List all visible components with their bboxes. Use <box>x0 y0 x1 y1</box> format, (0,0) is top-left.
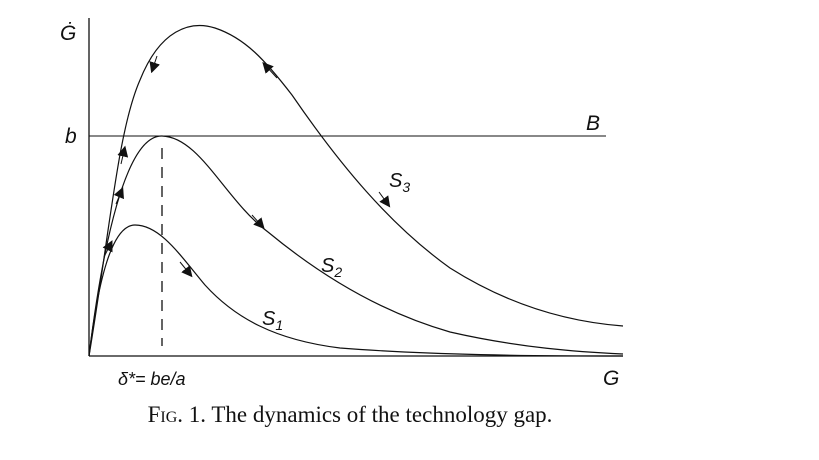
line-b-label: B <box>586 112 600 135</box>
arrow-s2-left <box>113 186 124 205</box>
curve-s3-label: S3 <box>389 170 410 195</box>
arrow-s3-left-upper <box>149 55 160 74</box>
x-axis-label: G <box>603 367 619 390</box>
arrow-s3-right <box>262 61 278 79</box>
b-level-label: b <box>65 125 77 148</box>
figure-caption: Fig. 1. The dynamics of the technology g… <box>0 402 700 428</box>
arrow-s3-left-lower <box>117 145 129 165</box>
caption-text: 1. The dynamics of the technology gap. <box>188 402 553 427</box>
technology-gap-figure: Ġ G b B δ*= be/a S1 S2 S3 <box>60 18 624 390</box>
curve-s3 <box>88 24 624 357</box>
arrow-s1-right <box>179 261 193 278</box>
curve-s2 <box>88 135 624 357</box>
phase-diagram: Ġ G b B δ*= be/a S1 S2 S3 <box>60 18 624 390</box>
curve-s1-label: S1 <box>262 308 283 333</box>
arrow-s2-right <box>251 214 265 230</box>
curve-s1 <box>88 224 624 357</box>
caption-prefix: Fig. <box>147 402 184 427</box>
delta-star-label: δ*= be/a <box>118 369 186 389</box>
arrow-s3-tail <box>378 191 391 208</box>
arrow-s1-left <box>102 240 113 258</box>
curve-s2-label: S2 <box>321 255 342 280</box>
y-axis-label: Ġ <box>60 22 76 45</box>
